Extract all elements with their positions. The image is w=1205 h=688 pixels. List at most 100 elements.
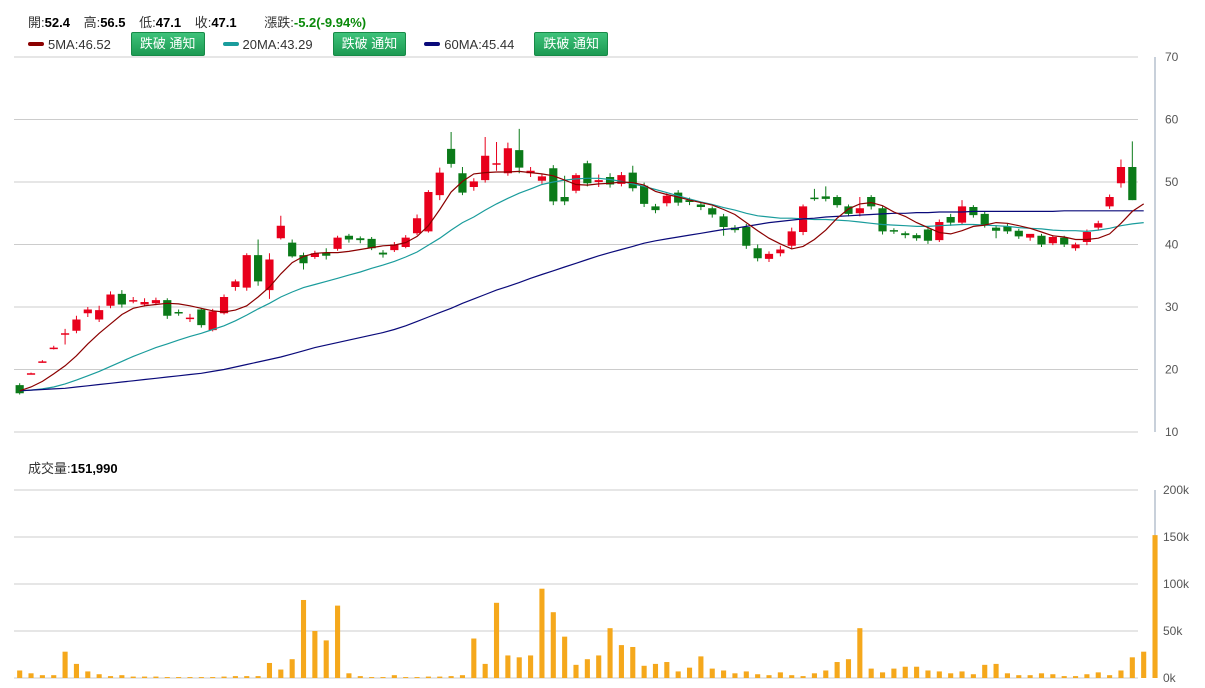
volume-bar <box>607 628 613 678</box>
volume-bar <box>448 676 454 678</box>
volume-bar <box>1073 676 1079 678</box>
volume-bar <box>618 645 624 678</box>
volume-bar <box>85 671 91 678</box>
quote-summary: 開:52.4 高:56.5 低:47.1 收:47.1 漲跌:-5.2(-9.9… <box>28 12 376 31</box>
volume-bar <box>1061 676 1067 678</box>
candle-body <box>821 196 830 199</box>
candle-body <box>583 163 592 184</box>
volume-bar <box>1118 670 1124 678</box>
candle-body <box>458 173 467 193</box>
volume-bar <box>528 655 534 678</box>
volume-bar <box>346 673 352 678</box>
candle-body <box>299 255 308 264</box>
volume-tick-label: 100k <box>1163 577 1190 591</box>
candle-body <box>1003 226 1012 232</box>
candle-body <box>242 255 251 288</box>
volume-bar <box>1050 674 1056 678</box>
ma5-alert-button[interactable]: 跌破 通知 <box>130 32 205 56</box>
volume-bar <box>845 659 852 678</box>
candle-body <box>83 309 92 314</box>
candle-body <box>95 310 104 320</box>
candle <box>957 200 967 226</box>
candle-body <box>424 192 433 232</box>
candle-body <box>515 150 524 168</box>
candle <box>844 204 853 217</box>
candle <box>742 223 751 249</box>
volume-bar <box>289 659 295 678</box>
candle <box>288 239 297 258</box>
candle-body <box>844 206 853 214</box>
candle-body <box>549 168 558 202</box>
candle-body <box>537 176 547 181</box>
candle-body <box>469 181 478 187</box>
candle-body <box>185 317 195 320</box>
candle <box>798 204 808 236</box>
candle-body <box>957 206 967 223</box>
volume-bar <box>323 640 329 678</box>
volume-bar <box>743 671 749 678</box>
candle-body <box>640 185 649 204</box>
candle-body <box>674 192 683 203</box>
volume-bar <box>278 669 284 678</box>
volume-bar <box>505 655 511 678</box>
volume-tick-label: 0k <box>1163 671 1177 685</box>
candle <box>254 239 263 286</box>
candle <box>140 298 149 307</box>
ma20-alert-button[interactable]: 跌破 通知 <box>332 32 407 56</box>
ma20-swatch <box>222 42 239 46</box>
volume-bar <box>39 675 45 678</box>
candle <box>674 190 683 206</box>
volume-bar <box>1084 674 1090 678</box>
volume-bar <box>902 666 908 678</box>
candle <box>231 279 240 291</box>
volume-bar <box>1038 673 1045 678</box>
candle <box>628 165 637 192</box>
volume-bar <box>17 670 23 678</box>
volume-bar <box>675 671 681 678</box>
candle <box>549 165 558 206</box>
candle-body <box>867 197 876 207</box>
candle <box>787 227 796 249</box>
candle <box>492 142 501 171</box>
candle <box>776 245 785 257</box>
volume-bar <box>959 671 965 678</box>
candle-body <box>174 312 183 314</box>
candle-body <box>219 297 229 314</box>
volume-bar <box>630 646 636 678</box>
candle <box>242 253 251 291</box>
volume-bar <box>335 605 341 678</box>
candle-body <box>390 244 399 251</box>
volume-bar <box>698 656 704 678</box>
candle-body <box>719 216 728 227</box>
volume-bar <box>516 657 522 678</box>
candle <box>61 328 70 345</box>
ma20-legend: 20MA:43.29 跌破 通知 <box>222 32 425 56</box>
volume-bar <box>1016 675 1022 678</box>
volume-bar <box>176 677 182 678</box>
candle <box>1071 242 1080 251</box>
volume-bar <box>471 638 477 678</box>
candle-body <box>344 235 354 240</box>
ma60-label: 60MA:45.44 <box>444 36 515 52</box>
volume-bar <box>164 677 170 678</box>
volume-bar <box>857 628 863 678</box>
candle-body <box>742 227 751 246</box>
candle-body <box>117 293 126 305</box>
moving-average-legend: 5MA:46.52 跌破 通知 20MA:43.29 跌破 通知 60MA:45… <box>28 32 626 56</box>
candle-body <box>617 175 626 184</box>
candle <box>174 309 183 316</box>
candle <box>481 137 490 183</box>
candle-body <box>571 175 581 191</box>
candle <box>719 213 728 236</box>
candle-body <box>197 309 206 326</box>
ma60-alert-button[interactable]: 跌破 通知 <box>534 32 608 56</box>
candle-body <box>412 218 422 234</box>
candle <box>946 213 955 226</box>
candle <box>651 203 660 214</box>
volume-bar <box>584 659 590 678</box>
candle-body <box>1026 233 1035 238</box>
candle <box>322 248 331 260</box>
candle-body <box>61 333 70 335</box>
volume-bar <box>119 675 125 678</box>
